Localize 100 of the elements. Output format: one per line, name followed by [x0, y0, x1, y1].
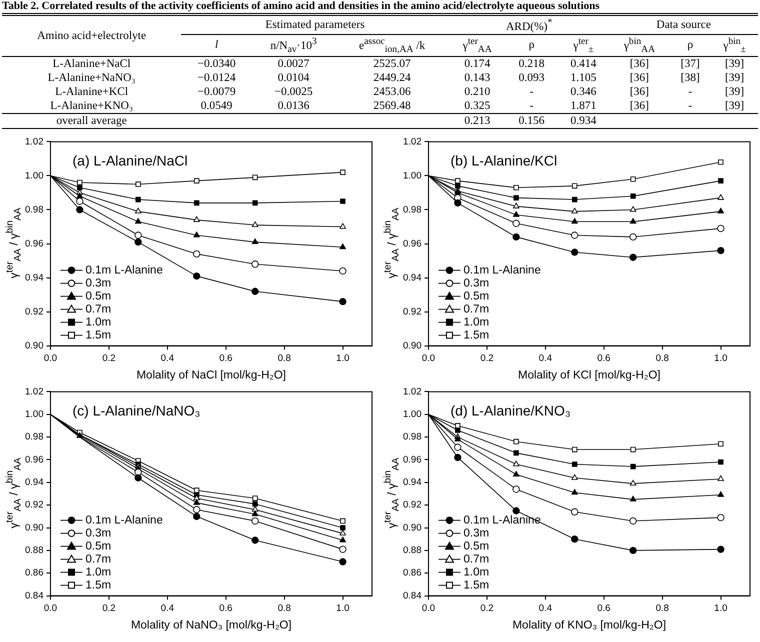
y-tick-label: 0.88 — [402, 545, 422, 556]
y-tick-label: 0.90 — [24, 522, 44, 534]
y-tick-label: 0.96 — [402, 238, 422, 250]
y-tick-label: 0.84 — [24, 590, 44, 602]
x-tick-label: 0.2 — [480, 603, 494, 614]
y-tick-label: 0.92 — [24, 500, 44, 511]
x-tick-label: 0.6 — [597, 353, 610, 364]
y-tick-label: 0.94 — [24, 272, 44, 284]
legend-label: 1.5m — [85, 579, 112, 592]
x-axis-title: Molality of NaNO₃ [mol/kg-H₂O] — [130, 619, 292, 632]
text: 0.0027 — [276, 56, 310, 71]
text: - — [528, 98, 534, 114]
text: 0.0136 — [276, 98, 310, 114]
legend-label: 0.1m L-Alanine — [85, 514, 163, 526]
text: (a) L-Alanine/NaCl — [72, 152, 188, 169]
y-tick-label: 0.92 — [24, 306, 44, 318]
legend-label: 0.5m — [85, 540, 112, 552]
text: [39] — [724, 56, 746, 71]
text: 2453.06 — [372, 84, 412, 99]
legend-label: 1.0m — [463, 316, 490, 328]
y-tick-label: 1.02 — [402, 386, 422, 398]
text: e$^{assoc}$$_{ion,AA}$ /k — [358, 34, 426, 56]
text: 0.174 — [463, 56, 492, 71]
y-tick-label: 1.00 — [402, 408, 422, 420]
x-tick-label: 0.2 — [480, 353, 494, 364]
legend-label: 0.3m — [463, 277, 490, 290]
x-tick-label: 0.0 — [44, 603, 58, 614]
y-tick-label: 0.94 — [402, 272, 422, 284]
y-tick-label: 0.92 — [402, 500, 422, 511]
text: 0.0549 — [200, 98, 234, 114]
legend-label: 0.7m — [85, 303, 112, 316]
legend-label: 0.1m L-Alanine — [463, 514, 541, 526]
legend-label: 1.5m — [463, 329, 490, 342]
x-axis-title: Molality of KNO₃ [mol/kg-H₂O] — [512, 619, 666, 632]
y-tick-label: 1.00 — [402, 170, 422, 182]
text: ARD(%)$^{*}$ — [448, 14, 610, 34]
text: L-Alanine+NaNO₃ — [46, 70, 136, 85]
text: [39] — [724, 84, 746, 99]
text: 0.934 — [570, 114, 598, 128]
text: Estimated parameters — [181, 14, 449, 34]
text: [38] — [680, 70, 701, 85]
y-tick-label: 1.00 — [24, 170, 44, 182]
x-tick-label: 0.0 — [44, 353, 58, 364]
x-axis-title: Molality of NaCl [mol/kg-H₂O] — [136, 369, 286, 382]
x-tick-label: 0.4 — [538, 603, 552, 614]
legend-label: 0.1m L-Alanine — [85, 264, 163, 276]
text: 0.143 — [463, 70, 492, 85]
text: 0.0104 — [276, 70, 310, 85]
text: [39] — [724, 70, 746, 85]
legend-label: 0.7m — [85, 553, 112, 566]
text: 2525.07 — [372, 56, 412, 71]
text: [36] — [628, 56, 650, 71]
text: n/N$_{av}$·10$^{3}$ — [269, 34, 318, 56]
text: −0.0340 — [196, 56, 237, 71]
text: - — [687, 98, 694, 114]
x-tick-label: 1.0 — [714, 603, 728, 614]
legend-label: 0.1m L-Alanine — [463, 264, 541, 276]
x-tick-label: 0.8 — [278, 353, 291, 364]
text: l — [214, 38, 220, 54]
text: [37] — [680, 56, 701, 71]
y-tick-label: 0.96 — [402, 454, 422, 466]
legend-label: 0.5m — [463, 290, 490, 302]
text: 0.414 — [570, 56, 598, 71]
y-tick-label: 1.02 — [24, 386, 44, 398]
legend-label: 1.0m — [85, 316, 112, 328]
text: 0.325 — [463, 98, 492, 114]
text: - — [528, 84, 534, 99]
x-tick-label: 0.8 — [278, 603, 291, 614]
x-tick-label: 0.4 — [538, 353, 552, 364]
text: L-Alanine+KCl — [54, 84, 130, 99]
y-tick-label: 0.98 — [402, 204, 422, 216]
y-tick-label: 0.84 — [402, 590, 422, 602]
legend-label: 0.5m — [463, 540, 490, 552]
legend-label: 1.0m — [85, 566, 112, 578]
x-tick-label: 0.4 — [160, 603, 174, 614]
y-tick-label: 0.98 — [402, 432, 422, 443]
text: L-Alanine+KNO₃ — [49, 98, 134, 114]
x-tick-label: 0.8 — [656, 353, 669, 364]
text: 2569.48 — [372, 98, 412, 114]
y-tick-label: 0.98 — [24, 204, 44, 216]
text: [36] — [628, 84, 650, 99]
text: (c) L-Alanine/NaNO₃ — [72, 402, 200, 419]
text: (d) L-Alanine/KNO₃ — [450, 402, 571, 419]
x-axis-title: Molality of KCl [mol/kg-H₂O] — [518, 369, 660, 382]
legend-label: 1.5m — [463, 579, 490, 592]
x-tick-label: 0.4 — [160, 353, 174, 364]
text: 0.156 — [518, 114, 546, 128]
y-tick-label: 1.02 — [24, 136, 44, 148]
text: Data source — [609, 14, 758, 34]
x-tick-label: 1.0 — [336, 603, 350, 614]
text: 1.105 — [570, 70, 598, 85]
x-tick-label: 0.2 — [102, 353, 116, 364]
legend-label: 0.7m — [463, 553, 490, 566]
text: [39] — [724, 98, 746, 114]
x-tick-label: 0.2 — [102, 603, 116, 614]
legend-label: 1.5m — [85, 329, 112, 342]
y-tick-label: 0.98 — [24, 432, 44, 443]
y-tick-label: 0.90 — [402, 522, 422, 534]
y-tick-label: 0.90 — [402, 340, 422, 352]
text: 0.210 — [463, 84, 492, 99]
